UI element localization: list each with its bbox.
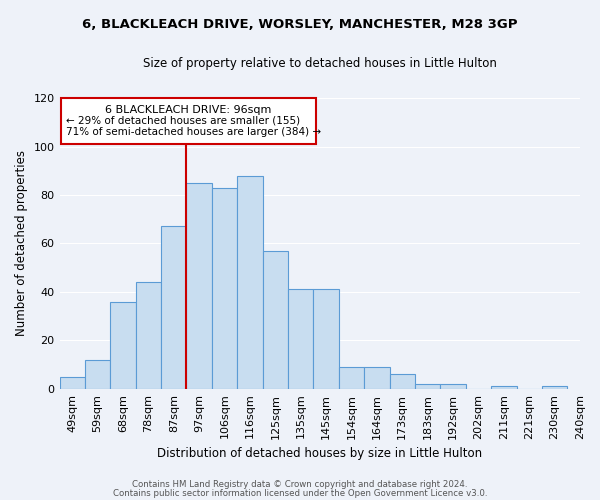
Text: Contains public sector information licensed under the Open Government Licence v3: Contains public sector information licen… <box>113 488 487 498</box>
Bar <box>415 384 440 389</box>
Text: Contains HM Land Registry data © Crown copyright and database right 2024.: Contains HM Land Registry data © Crown c… <box>132 480 468 489</box>
Text: ← 29% of detached houses are smaller (155): ← 29% of detached houses are smaller (15… <box>66 115 300 125</box>
Bar <box>212 188 237 389</box>
Bar <box>389 374 415 389</box>
Bar <box>237 176 263 389</box>
Text: 71% of semi-detached houses are larger (384) →: 71% of semi-detached houses are larger (… <box>66 127 321 137</box>
Bar <box>491 386 517 389</box>
Bar <box>110 302 136 389</box>
Y-axis label: Number of detached properties: Number of detached properties <box>15 150 28 336</box>
Bar <box>59 376 85 389</box>
Bar <box>364 367 389 389</box>
FancyBboxPatch shape <box>61 98 316 144</box>
Bar <box>313 290 339 389</box>
Bar <box>136 282 161 389</box>
Text: 6, BLACKLEACH DRIVE, WORSLEY, MANCHESTER, M28 3GP: 6, BLACKLEACH DRIVE, WORSLEY, MANCHESTER… <box>82 18 518 30</box>
Bar <box>263 250 288 389</box>
Bar <box>288 290 313 389</box>
Bar <box>85 360 110 389</box>
Bar <box>187 183 212 389</box>
X-axis label: Distribution of detached houses by size in Little Hulton: Distribution of detached houses by size … <box>157 447 482 460</box>
Title: Size of property relative to detached houses in Little Hulton: Size of property relative to detached ho… <box>143 58 497 70</box>
Bar <box>339 367 364 389</box>
Bar <box>161 226 187 389</box>
Bar <box>542 386 568 389</box>
Bar <box>440 384 466 389</box>
Text: 6 BLACKLEACH DRIVE: 96sqm: 6 BLACKLEACH DRIVE: 96sqm <box>105 106 272 116</box>
